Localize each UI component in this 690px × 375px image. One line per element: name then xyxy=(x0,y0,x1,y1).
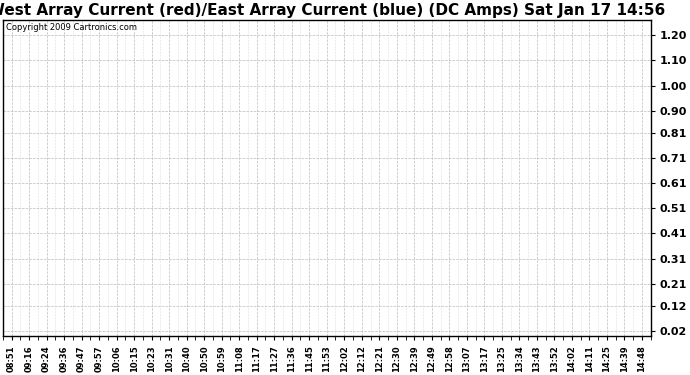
Text: Copyright 2009 Cartronics.com: Copyright 2009 Cartronics.com xyxy=(6,24,137,33)
Title: West Array Current (red)/East Array Current (blue) (DC Amps) Sat Jan 17 14:56: West Array Current (red)/East Array Curr… xyxy=(0,3,665,18)
